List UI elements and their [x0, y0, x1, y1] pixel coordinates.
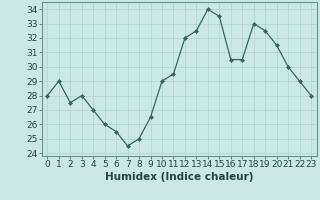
X-axis label: Humidex (Indice chaleur): Humidex (Indice chaleur) [105, 172, 253, 182]
